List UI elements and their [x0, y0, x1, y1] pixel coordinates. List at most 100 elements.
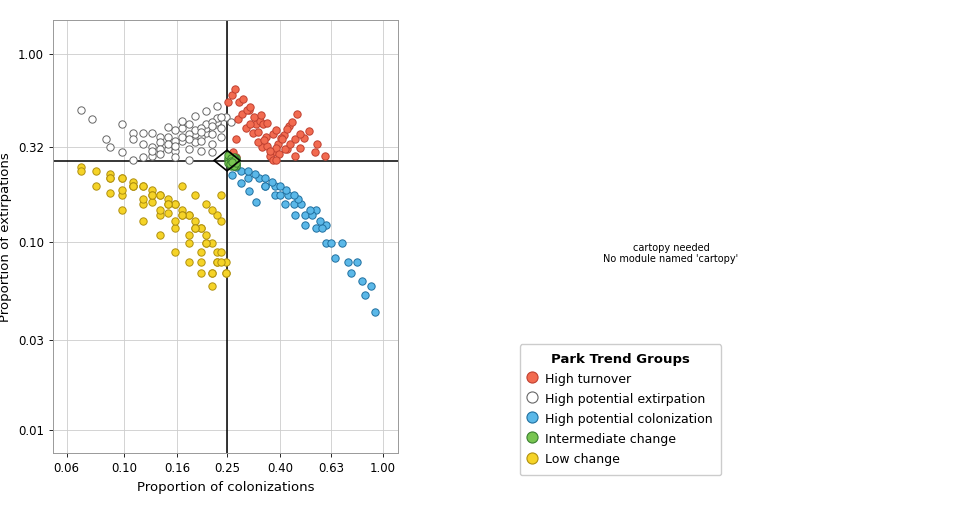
Point: [204, 269, 219, 277]
Point: [314, 224, 329, 232]
Point: [193, 224, 208, 232]
Point: [160, 144, 176, 153]
Point: [228, 156, 244, 164]
Point: [214, 124, 229, 132]
Point: [223, 154, 238, 162]
Point: [253, 111, 269, 119]
Point: [160, 200, 176, 208]
Point: [88, 167, 104, 175]
Point: [318, 239, 333, 247]
Point: [193, 133, 208, 141]
Point: [279, 125, 295, 134]
Point: [175, 133, 190, 141]
Point: [273, 182, 288, 190]
Point: [228, 160, 244, 168]
Point: [262, 152, 277, 160]
Point: [292, 144, 307, 152]
Point: [193, 124, 208, 132]
Point: [214, 248, 229, 256]
Point: [226, 156, 241, 164]
Point: [181, 156, 197, 164]
Point: [144, 190, 159, 199]
Point: [263, 146, 278, 155]
Point: [233, 167, 249, 175]
Point: [175, 182, 190, 190]
Point: [284, 117, 300, 125]
Point: [160, 123, 176, 131]
Point: [84, 115, 100, 123]
Point: [125, 129, 140, 137]
Point: [175, 124, 190, 133]
Point: [214, 190, 229, 199]
Point: [264, 178, 279, 186]
Point: [175, 205, 190, 214]
Point: [228, 163, 244, 172]
Point: [249, 198, 264, 206]
Point: [160, 209, 176, 217]
Point: [175, 117, 190, 125]
Point: [153, 138, 168, 146]
Point: [187, 190, 203, 199]
Point: [309, 140, 324, 148]
Point: [144, 129, 159, 137]
Point: [221, 98, 236, 106]
Point: [226, 162, 241, 170]
Point: [73, 163, 88, 172]
Point: [220, 154, 235, 162]
Point: [199, 239, 214, 247]
Point: [204, 148, 219, 156]
Point: [271, 140, 286, 148]
Point: [153, 190, 168, 199]
Point: [153, 205, 168, 214]
Point: [153, 231, 168, 240]
Point: [114, 174, 130, 182]
Point: [144, 198, 159, 206]
Point: [144, 186, 159, 194]
Point: [102, 174, 117, 182]
Point: [199, 200, 214, 208]
Point: [181, 211, 197, 220]
Legend: High turnover, High potential extirpation, High potential colonization, Intermed: High turnover, High potential extirpatio…: [520, 344, 721, 475]
Point: [231, 98, 247, 106]
Point: [175, 211, 190, 220]
Point: [258, 133, 274, 141]
Point: [199, 239, 214, 247]
Point: [168, 248, 183, 256]
Point: [248, 170, 263, 178]
Point: [228, 160, 244, 168]
Point: [293, 200, 308, 208]
Point: [144, 142, 159, 151]
Point: [125, 182, 140, 190]
Text: cartopy needed
No module named 'cartopy': cartopy needed No module named 'cartopy': [604, 243, 738, 264]
Point: [269, 126, 284, 135]
Point: [187, 224, 203, 232]
Point: [160, 140, 176, 148]
Point: [257, 182, 273, 190]
Point: [219, 269, 234, 277]
Point: [193, 128, 208, 136]
Point: [168, 126, 183, 135]
Point: [242, 106, 257, 114]
Point: [181, 211, 197, 220]
Point: [223, 162, 238, 170]
Point: [181, 144, 197, 153]
Point: [250, 128, 265, 136]
Point: [228, 162, 244, 170]
Point: [252, 117, 268, 125]
Point: [234, 110, 250, 118]
Point: [298, 221, 313, 229]
Point: [226, 153, 241, 161]
Point: [135, 200, 151, 208]
Point: [228, 84, 243, 93]
Point: [168, 137, 183, 145]
Point: [73, 106, 88, 114]
Point: [247, 113, 262, 121]
Point: [335, 239, 350, 247]
Point: [199, 129, 214, 137]
Point: [225, 148, 240, 157]
Point: [226, 158, 241, 166]
Point: [267, 182, 282, 190]
Point: [289, 110, 304, 118]
Point: [250, 138, 265, 146]
Point: [246, 129, 261, 137]
